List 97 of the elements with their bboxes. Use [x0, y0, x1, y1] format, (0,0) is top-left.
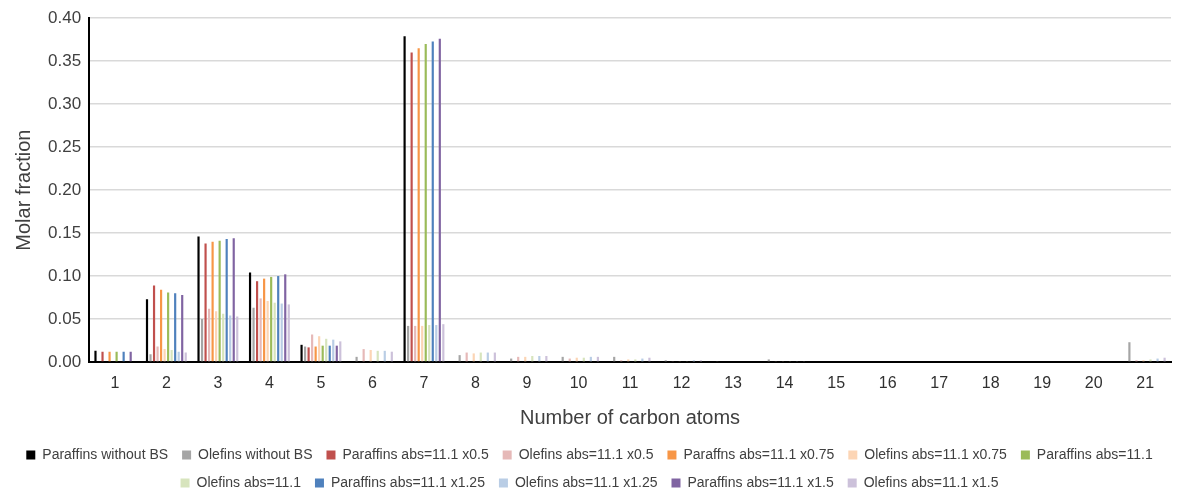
x-tick-label: 20: [1084, 374, 1103, 392]
x-tick-label: 8: [471, 374, 481, 392]
bar: [458, 355, 461, 362]
bar: [218, 240, 221, 362]
bar: [270, 276, 273, 362]
bar: [421, 325, 424, 362]
x-tick-label: 13: [724, 374, 743, 392]
bar: [174, 293, 177, 362]
x-tick-label: 2: [161, 374, 171, 392]
bar: [472, 353, 475, 362]
y-tick-label: 0.15: [47, 222, 82, 242]
bar: [167, 292, 170, 362]
bar: [181, 294, 184, 362]
x-tick-label: 17: [930, 374, 949, 392]
bar: [152, 285, 156, 362]
bar: [229, 315, 232, 362]
x-tick-label: 7: [419, 374, 429, 392]
legend-label: Paraffins without BS: [42, 445, 169, 462]
bar: [424, 43, 427, 362]
y-tick-label: 0.35: [47, 50, 82, 70]
bar: [156, 346, 159, 362]
bar: [1156, 358, 1159, 362]
y-tick-label: 0.40: [47, 7, 82, 27]
bar: [438, 38, 441, 362]
x-tick-label: 1: [110, 374, 120, 392]
x-tick-label: 12: [672, 374, 691, 392]
bar: [1128, 342, 1131, 362]
bar: [311, 334, 314, 362]
bar: [407, 325, 410, 362]
bar: [232, 238, 235, 362]
legend-label: Olefins abs=11.1 x1.25: [514, 473, 658, 490]
bar: [204, 243, 207, 362]
legend-label: Paraffns abs=11.1 x0.75: [683, 445, 835, 462]
x-tick-label: 16: [878, 374, 897, 392]
bar: [431, 41, 434, 362]
x-tick-label: 15: [827, 374, 846, 392]
bar: [215, 311, 218, 362]
bar: [414, 325, 417, 362]
bar: [159, 289, 163, 362]
bar: [442, 324, 445, 362]
bar: [318, 336, 321, 362]
x-tick-label: 3: [213, 374, 223, 392]
x-tick-label: 9: [522, 374, 532, 392]
y-axis-title: Molar fraction: [11, 129, 34, 251]
bar: [417, 48, 420, 362]
bar: [277, 276, 280, 362]
legend-label: Olefins abs=11.1 x0.5: [518, 445, 654, 462]
bar: [273, 302, 276, 362]
bar: [428, 325, 431, 362]
legend-label: Olefins abs=11.1 x1.5: [863, 473, 999, 490]
bar: [149, 354, 152, 362]
y-tick-label: 0.20: [47, 179, 82, 199]
bar: [284, 274, 287, 362]
x-axis-title: Number of carbon atoms: [519, 405, 741, 428]
bar: [236, 316, 239, 362]
bar: [101, 351, 104, 362]
bar: [531, 355, 534, 362]
bar: [200, 319, 204, 362]
bar: [545, 355, 548, 362]
x-tick-label: 5: [316, 374, 326, 392]
legend-label: Paraffins abs=11.1 x1.5: [687, 473, 834, 490]
legend-label: Olefins abs=11.1 x0.75: [864, 445, 1008, 462]
x-tick-label: 14: [775, 374, 794, 392]
bar: [287, 304, 290, 362]
bar: [266, 300, 269, 362]
bar: [435, 325, 438, 362]
bar: [211, 241, 214, 362]
bar: [339, 341, 342, 362]
bar: [255, 281, 259, 362]
x-tick-label: 4: [264, 374, 274, 392]
x-tick-label: 6: [367, 374, 377, 392]
y-tick-label: 0.05: [47, 308, 82, 328]
legend-label: Olefins abs=11.1: [196, 473, 302, 490]
y-tick-label: 0.25: [47, 136, 82, 156]
bar: [252, 307, 255, 362]
x-tick-label: 10: [569, 374, 588, 392]
bar: [410, 52, 413, 362]
x-tick-label: 18: [981, 374, 1000, 392]
x-tick-label: 21: [1136, 374, 1155, 392]
bar: [263, 278, 266, 362]
legend-label: Paraffins abs=11.1 x1.25: [330, 473, 486, 490]
legend-label: Paraffins abs=11.1: [1036, 445, 1153, 462]
y-tick-label: 0.10: [47, 265, 82, 285]
y-tick-label: 0.30: [47, 93, 82, 113]
bar: [222, 313, 225, 362]
legend-label: Olefins without BS: [198, 445, 313, 462]
bar: [538, 355, 541, 362]
bar: [325, 338, 328, 362]
x-tick-label: 19: [1033, 374, 1052, 392]
bar: [108, 351, 111, 362]
y-tick-label: 0.00: [47, 351, 82, 371]
bar: [207, 308, 211, 362]
bar: [225, 239, 228, 362]
legend-label: Paraffins abs=11.1 x0.5: [342, 445, 489, 462]
bar: [259, 298, 262, 362]
x-tick-label: 11: [621, 374, 639, 392]
bar: [280, 303, 283, 362]
